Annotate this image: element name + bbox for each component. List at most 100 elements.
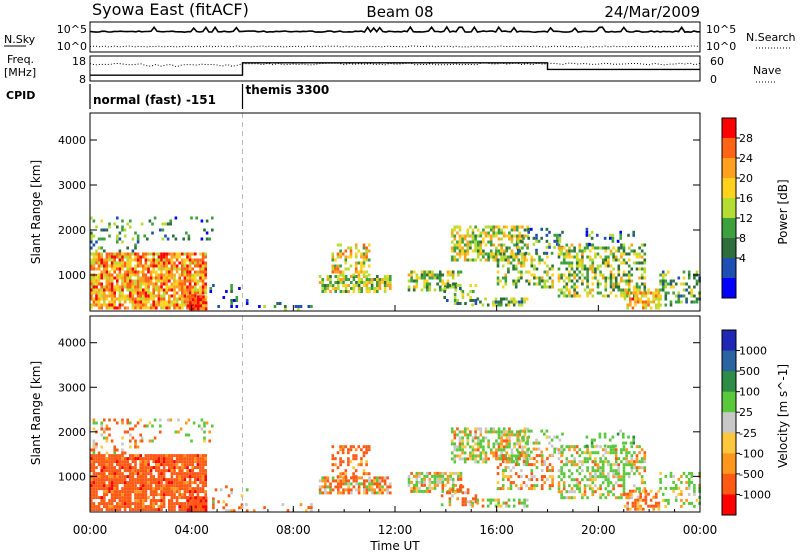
- xtick-label: 00:00: [683, 523, 718, 537]
- power-cell: [245, 302, 249, 305]
- velocity-cell: [381, 488, 384, 492]
- power-cell: [362, 273, 366, 277]
- velocity-cell: [191, 469, 194, 473]
- power-cell: [175, 303, 179, 307]
- power-cell: [183, 294, 187, 298]
- power-cell: [196, 273, 200, 277]
- velocity-cell: [149, 508, 153, 512]
- power-cell: [523, 300, 526, 304]
- velocity-cell: [357, 463, 361, 467]
- velocity-cell: [202, 499, 205, 503]
- power-cell: [329, 278, 332, 281]
- velocity-cell: [113, 472, 116, 476]
- velocity-cell: [178, 487, 181, 491]
- power-cell: [652, 297, 655, 301]
- power-cell: [642, 306, 645, 310]
- velocity-cell: [100, 445, 103, 449]
- power-cell: [458, 249, 462, 253]
- power-cell: [95, 249, 98, 253]
- power-cell: [152, 282, 155, 286]
- power-cell: [591, 264, 595, 268]
- velocity-cell: [634, 498, 637, 502]
- power-cell: [97, 303, 101, 307]
- velocity-cell: [227, 494, 231, 498]
- power-cell: [144, 279, 148, 283]
- nave-tick-high: 60: [710, 55, 724, 68]
- power-cell: [527, 230, 530, 234]
- velocity-cell: [160, 478, 163, 482]
- power-cell: [469, 243, 472, 247]
- velocity-cell: [144, 493, 148, 497]
- velocity-cell: [139, 499, 142, 503]
- velocity-cell: [647, 504, 650, 508]
- velocity-cell: [640, 457, 644, 461]
- velocity-cell: [644, 489, 648, 493]
- power-cell: [100, 219, 103, 223]
- velocity-cell: [144, 463, 148, 467]
- power-cell: [573, 255, 576, 259]
- velocity-cell: [661, 498, 665, 502]
- velocity-cell: [520, 501, 524, 505]
- velocity-cell: [497, 454, 501, 458]
- velocity-cell: [147, 505, 150, 509]
- velocity-cell: [227, 509, 231, 513]
- power-cell: [376, 281, 379, 284]
- velocity-cell: [640, 478, 644, 482]
- velocity-cell: [357, 491, 361, 495]
- power-cell: [110, 276, 114, 280]
- velocity-cell: [484, 457, 488, 461]
- velocity-cell: [540, 463, 544, 467]
- velocity-cell: [152, 466, 155, 470]
- velocity-cell: [504, 475, 508, 479]
- velocity-cell: [341, 448, 345, 452]
- power-cell: [565, 285, 569, 289]
- velocity-cell: [588, 457, 592, 461]
- power-cell: [496, 270, 500, 274]
- power-cell: [526, 234, 529, 238]
- power-cell: [514, 252, 518, 256]
- power-cell: [489, 234, 493, 238]
- power-cell: [149, 258, 153, 262]
- velocity-cell: [420, 483, 424, 487]
- power-cell: [181, 258, 184, 262]
- velocity-cell: [585, 444, 589, 448]
- power-cell: [591, 261, 595, 265]
- velocity-cell: [433, 483, 437, 487]
- power-cell: [667, 291, 670, 295]
- velocity-cell: [347, 488, 350, 492]
- power-cell: [546, 279, 549, 283]
- velocity-cell: [178, 493, 181, 497]
- power-cell: [331, 284, 335, 287]
- velocity-cell: [186, 457, 189, 461]
- colorbar-swatch: [722, 118, 736, 139]
- velocity-cell: [593, 438, 596, 442]
- power-cell: [188, 252, 192, 256]
- power-cell: [512, 258, 515, 262]
- power-cell: [565, 249, 569, 253]
- velocity-cell: [92, 490, 96, 494]
- power-cell: [204, 295, 208, 299]
- power-cell: [614, 255, 618, 259]
- velocity-cell: [459, 488, 462, 492]
- power-cell: [365, 290, 369, 293]
- power-cell: [644, 291, 648, 295]
- power-cell: [186, 273, 189, 277]
- velocity-cell: [609, 438, 612, 442]
- power-cell: [625, 252, 628, 256]
- power-cell: [194, 288, 197, 292]
- power-cell: [588, 264, 592, 268]
- power-cell: [116, 234, 119, 238]
- velocity-cell: [160, 505, 163, 509]
- velocity-cell: [522, 435, 525, 439]
- velocity-cell: [591, 487, 595, 491]
- velocity-cell: [560, 445, 563, 449]
- power-cell: [134, 231, 137, 235]
- power-cell: [482, 237, 485, 241]
- power-cell: [643, 258, 647, 262]
- velocity-cell: [179, 427, 183, 431]
- power-cell: [535, 282, 539, 286]
- power-cell: [139, 294, 142, 298]
- velocity-cell: [347, 451, 350, 455]
- power-cell: [527, 279, 531, 283]
- velocity-cell: [451, 480, 455, 484]
